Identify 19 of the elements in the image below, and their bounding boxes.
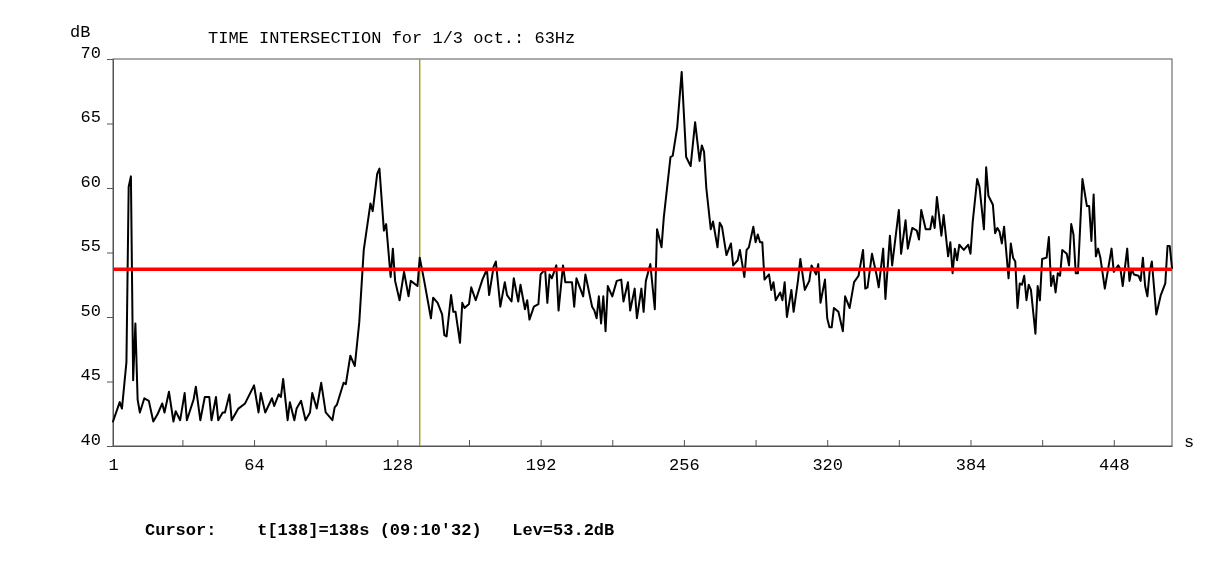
y-axis-title: dB: [70, 23, 91, 42]
x-tick-label: 256: [669, 456, 700, 476]
x-tick-label: 384: [955, 456, 987, 476]
x-tick-label: 1: [108, 456, 119, 476]
y-tick-label: 55: [80, 237, 101, 257]
y-tick-label: 65: [80, 108, 101, 128]
y-tick-label: 40: [80, 430, 101, 450]
chart-title: TIME INTERSECTION for 1/3 oct.: 63Hz: [208, 29, 576, 48]
text: Cursor: t[138]=138s (09:10'32) Lev=53.2dB: [145, 521, 615, 540]
x-tick-label: 128: [382, 456, 414, 476]
y-tick-label: 60: [80, 172, 101, 192]
x-axis-title: s: [1184, 433, 1195, 452]
x-tick-label: 320: [812, 456, 844, 476]
y-tick-label: 45: [80, 366, 101, 386]
y-tick-label: 50: [80, 301, 101, 321]
x-tick-label: 192: [525, 456, 557, 476]
y-tick-label: 70: [80, 43, 101, 63]
x-tick-label: 64: [244, 456, 265, 476]
x-tick-label: 448: [1098, 456, 1130, 476]
